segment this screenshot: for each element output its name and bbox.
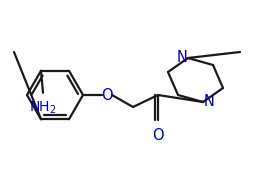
- Text: N: N: [204, 93, 215, 108]
- Text: O: O: [152, 128, 164, 143]
- Text: NH$_2$: NH$_2$: [29, 100, 57, 116]
- Text: N: N: [176, 51, 187, 65]
- Text: O: O: [101, 87, 113, 102]
